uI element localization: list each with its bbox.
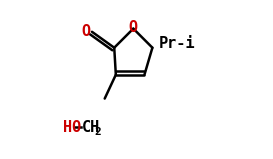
Text: HO: HO [63,120,82,135]
Text: Pr-i: Pr-i [159,36,195,51]
Text: 2: 2 [94,127,101,137]
Text: CH: CH [82,120,100,135]
Text: O: O [82,24,91,38]
Text: O: O [129,20,138,35]
